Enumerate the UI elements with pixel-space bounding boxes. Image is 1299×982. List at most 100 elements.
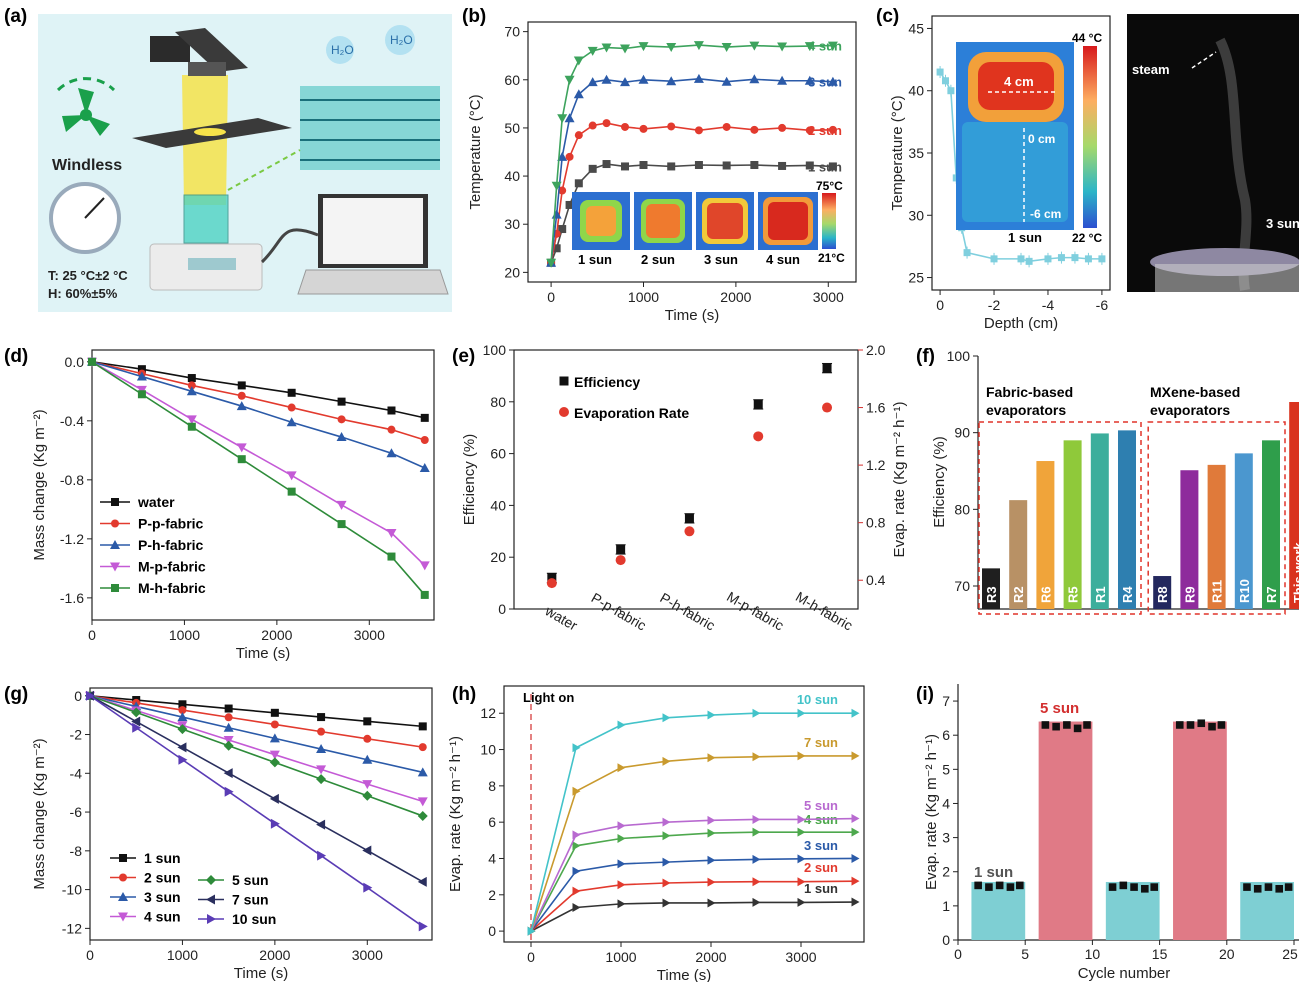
- annotation-high: 5 sun: [1040, 700, 1079, 717]
- data-point: [601, 74, 612, 84]
- data-point: [224, 704, 233, 713]
- legend-marker: [111, 498, 119, 506]
- data-point: [86, 690, 95, 701]
- data-point: [667, 122, 676, 131]
- data-point: [752, 814, 761, 824]
- y-tick-label: 30: [908, 207, 924, 223]
- inset-4cm-label: 4 cm: [1004, 74, 1034, 89]
- data-point: [707, 828, 716, 838]
- bar: [1234, 453, 1253, 609]
- panel-c: (c) 0 -2 -4 -6 25 30 35 40 45 Depth (cm) Temperatu…: [876, 6, 1299, 332]
- data-point: [1017, 255, 1025, 263]
- data-point: [1044, 255, 1052, 263]
- legend-label: Evaporation Rate: [574, 405, 689, 421]
- data-point: [418, 722, 427, 731]
- h2o-label: H₂O: [390, 33, 413, 47]
- data-point: [386, 448, 397, 458]
- y-axis-label: Mass change (Kg m⁻²): [31, 738, 48, 889]
- data-point: [363, 882, 373, 893]
- data-point: [828, 162, 837, 171]
- steam-label: steam: [1132, 62, 1170, 77]
- data-point: [363, 717, 372, 726]
- data-point: [572, 743, 581, 753]
- thermal-inset-c: 4 cm 0 cm -6 cm 1 sun 44 °C 22 °C: [956, 31, 1102, 245]
- photo-sun-label: 3 sun: [1266, 216, 1299, 231]
- series-line: [91, 361, 426, 596]
- data-point: [851, 897, 860, 907]
- chart-c: 0 -2 -4 -6 25 30 35 40 45 Depth (cm) Temperature (…: [889, 15, 1111, 332]
- y-tick-label: 25: [908, 270, 924, 286]
- x-tick-label: 0: [527, 949, 535, 965]
- chart-g: 0 1000 2000 3000 0 -2 -4 -6 -8 -10 -12 Time (s) Mass…: [31, 687, 433, 982]
- efficiency-point: [753, 399, 763, 409]
- data-point: [639, 124, 648, 133]
- data-point: [722, 161, 731, 170]
- x-tick-label: 2000: [261, 627, 292, 643]
- x-tick-label: 0: [954, 946, 962, 962]
- inset-label-4-sun: 4 sun: [766, 252, 800, 267]
- y-tick-label: -0.4: [60, 413, 84, 429]
- data-point: [707, 877, 716, 887]
- cycle-point: [1083, 721, 1091, 729]
- data-point: [707, 855, 716, 865]
- panel-c-label: (c): [876, 6, 899, 27]
- data-point: [270, 818, 280, 829]
- data-point: [236, 443, 247, 453]
- legend-label: Efficiency: [574, 374, 640, 390]
- efficiency-point: [822, 363, 832, 373]
- chart-f: 70 80 90 100 Efficiency (%) R3 R2 R6 R5 R1 R4 R8 R9 R…: [931, 348, 1299, 615]
- x-tick-label: 1000: [605, 949, 636, 965]
- windless-label: Windless: [52, 157, 122, 174]
- data-point: [558, 225, 567, 234]
- y2-tick-label: 0.4: [866, 572, 886, 588]
- series-label: 7 sun: [804, 735, 838, 750]
- data-point: [777, 75, 788, 85]
- data-point: [752, 752, 761, 762]
- data-point: [707, 815, 716, 825]
- laptop-screen: [323, 198, 423, 264]
- x-tick-label: -4: [1042, 297, 1055, 313]
- cycle-point: [1217, 721, 1226, 729]
- lamp-shade: [175, 28, 248, 72]
- data-point: [851, 876, 860, 886]
- data-point: [574, 131, 583, 140]
- legend-label: 5 sun: [232, 872, 269, 888]
- data-point: [617, 821, 626, 831]
- data-point: [662, 817, 671, 827]
- data-point: [617, 763, 626, 773]
- data-point: [694, 126, 703, 135]
- cycle-point: [1141, 885, 1149, 893]
- x-tick-label: 2000: [695, 949, 726, 965]
- lamp-housing: [150, 36, 190, 62]
- legend-label: 3 sun: [144, 889, 181, 905]
- data-point: [362, 845, 372, 856]
- panel-g-label: (g): [4, 684, 28, 705]
- legend-label: water: [137, 494, 175, 510]
- y-axis-label: Temperature (°C): [467, 94, 484, 209]
- chart-i: 0 1 2 3 4 5 6 7 0 5 10 15 20 25 Cycle number Evap. rate…: [923, 684, 1299, 982]
- legend-marker: [111, 584, 119, 592]
- bar: [1289, 402, 1299, 609]
- data-point: [337, 397, 346, 406]
- laptop-base: [297, 269, 449, 295]
- series-line: [530, 880, 856, 932]
- bar: [1262, 440, 1280, 609]
- x-tick-label: 5: [1021, 946, 1029, 962]
- water-droplet: [326, 36, 354, 64]
- data-point: [707, 753, 716, 763]
- x-tick-label: 0: [86, 947, 94, 963]
- data-point: [417, 876, 427, 887]
- x-tick-label: 0: [88, 627, 96, 643]
- x-axis-label: Time (s): [236, 645, 290, 662]
- x-axis-label: Cycle number: [1078, 965, 1171, 982]
- series-line: [550, 122, 833, 263]
- data-point: [572, 786, 581, 796]
- y-axis-label: Evap. rate (Kg m⁻² h⁻¹): [923, 734, 940, 890]
- data-point: [362, 754, 373, 764]
- y-tick-label: 0: [942, 932, 950, 948]
- balance-display: [188, 258, 236, 270]
- series-line: [550, 163, 833, 264]
- inset-0cm-label: 0 cm: [1028, 132, 1055, 146]
- data-point: [237, 455, 246, 464]
- y-tick-label: -6: [70, 804, 83, 820]
